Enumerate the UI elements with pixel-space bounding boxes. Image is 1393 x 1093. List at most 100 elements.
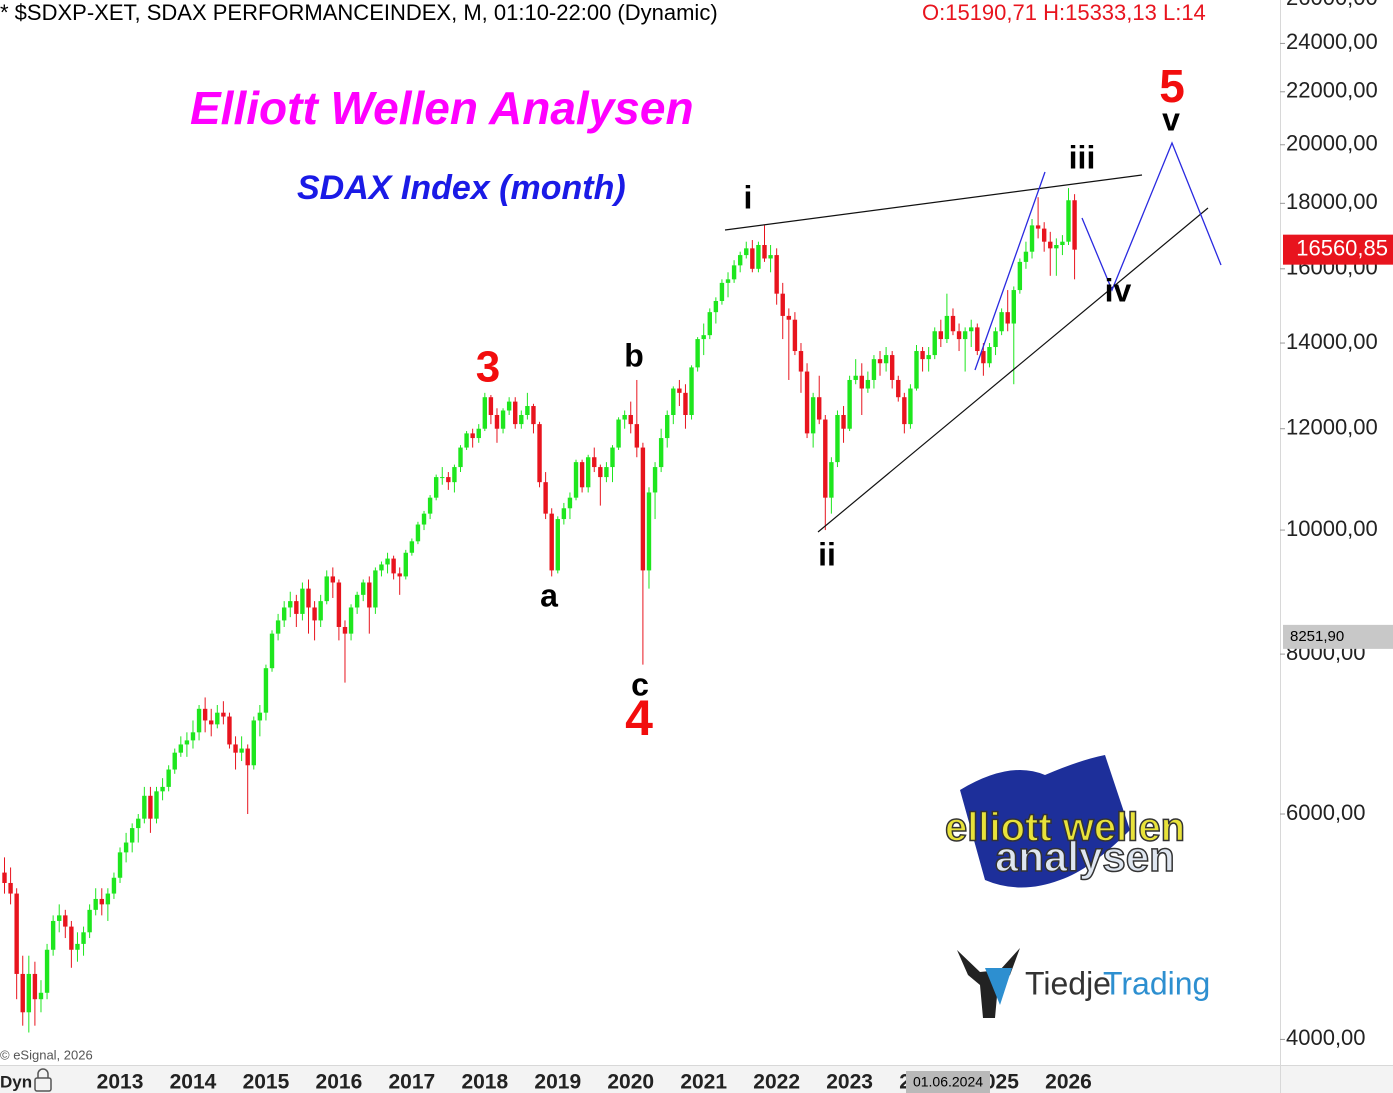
candle-body	[1017, 261, 1023, 291]
candle-body	[99, 898, 104, 905]
x-axis-band	[0, 1065, 1393, 1093]
candle-body	[148, 795, 153, 819]
candle-body	[391, 558, 396, 574]
candle-body	[975, 327, 980, 352]
candle-body	[531, 406, 536, 425]
candle-body	[263, 668, 269, 713]
candle-body	[877, 359, 883, 364]
candle-body	[896, 379, 901, 398]
candle-body	[123, 842, 129, 853]
logo-text: analysen	[995, 833, 1175, 880]
candle-body	[367, 582, 372, 608]
projection-line	[1081, 141, 1222, 292]
x-tick-label: 2023	[826, 1071, 873, 1093]
candle-body	[336, 582, 342, 627]
candle-body	[756, 245, 761, 269]
candle-body	[172, 752, 177, 770]
candle-body	[433, 477, 439, 498]
candle-body	[567, 497, 573, 509]
candle-body	[397, 573, 402, 577]
candle-body	[470, 433, 475, 439]
candle-body	[598, 467, 603, 478]
annotation-title: Elliott Wellen Analysen	[190, 82, 694, 134]
candle-body	[835, 414, 840, 463]
candle-body	[883, 355, 889, 364]
logo-text: Tiedje	[1025, 965, 1111, 1001]
candle-body	[312, 607, 317, 621]
candle-body	[871, 359, 877, 380]
candle-body	[482, 397, 488, 429]
logo-tiedje: Tiedje Trading	[957, 948, 1210, 1018]
candle-body	[69, 926, 74, 950]
candle-body	[300, 588, 305, 614]
candle-body	[841, 414, 846, 429]
candle-body	[944, 315, 950, 340]
mode-label: Dyn	[0, 1072, 32, 1091]
candle-body	[178, 744, 184, 753]
marker-price-box	[1283, 624, 1393, 649]
candle-body	[440, 477, 445, 479]
candle-body	[136, 818, 141, 829]
annotation-subtitle: SDAX Index (month)	[297, 169, 626, 207]
candle-body	[713, 300, 719, 313]
candle-body	[245, 748, 250, 766]
candle-body	[926, 355, 931, 360]
candle-body	[889, 355, 895, 380]
wave-label: iii	[1069, 139, 1096, 175]
candle-body	[677, 388, 682, 393]
candle-body	[914, 351, 919, 389]
candle-body	[1029, 225, 1035, 252]
candle-body	[993, 331, 998, 348]
candle-body	[221, 712, 226, 717]
candle-body	[604, 467, 609, 478]
candle-body	[592, 457, 597, 468]
candle-body	[616, 419, 621, 448]
wave-label: i	[744, 179, 753, 215]
candle-body	[962, 331, 968, 340]
candle-body	[184, 740, 190, 745]
wave-label: iv	[1105, 272, 1132, 308]
wave-label: c	[631, 666, 649, 702]
candle-body	[415, 524, 421, 542]
candle-body	[622, 414, 627, 420]
candle-body	[251, 720, 256, 766]
y-tick-label: 24000,00	[1286, 29, 1378, 54]
candle-body	[427, 497, 433, 514]
y-tick-label: 20000,00	[1286, 131, 1378, 156]
candle-body	[361, 582, 366, 595]
candle-body	[719, 282, 725, 301]
candle-body	[269, 633, 275, 669]
candle-body	[585, 457, 591, 488]
header-values: O:15190,71 H:15333,13 L:14	[922, 0, 1206, 25]
candle-body	[969, 327, 974, 332]
last-price-label: 16560,85	[1296, 235, 1388, 260]
plot-area	[2, 188, 1077, 1033]
candle-body	[737, 255, 743, 266]
candle-body	[932, 331, 937, 356]
candle-body	[853, 375, 858, 380]
wave-label: a	[540, 577, 558, 613]
candle-body	[1035, 225, 1041, 229]
candle-body	[239, 748, 244, 753]
candle-body	[81, 932, 86, 944]
candle-body	[306, 588, 311, 608]
candle-body	[87, 909, 92, 933]
candle-body	[689, 367, 694, 415]
candle-body	[14, 893, 19, 974]
candle-body	[348, 607, 354, 634]
wave-label: 5	[1159, 60, 1185, 112]
candle-body	[731, 265, 737, 280]
candle-body	[774, 255, 779, 294]
candle-body	[555, 519, 560, 571]
candle-body	[786, 315, 792, 320]
candle-body	[506, 401, 512, 411]
wave-lines	[724, 141, 1222, 533]
candle-body	[209, 720, 214, 725]
candle-body	[494, 414, 500, 429]
candle-body	[956, 331, 962, 340]
channel-line	[974, 171, 1046, 371]
lock-icon	[34, 1068, 52, 1092]
candle-body	[537, 424, 542, 483]
x-tick-label: 2022	[753, 1071, 800, 1093]
copyright: © eSignal, 2026	[0, 1047, 93, 1062]
